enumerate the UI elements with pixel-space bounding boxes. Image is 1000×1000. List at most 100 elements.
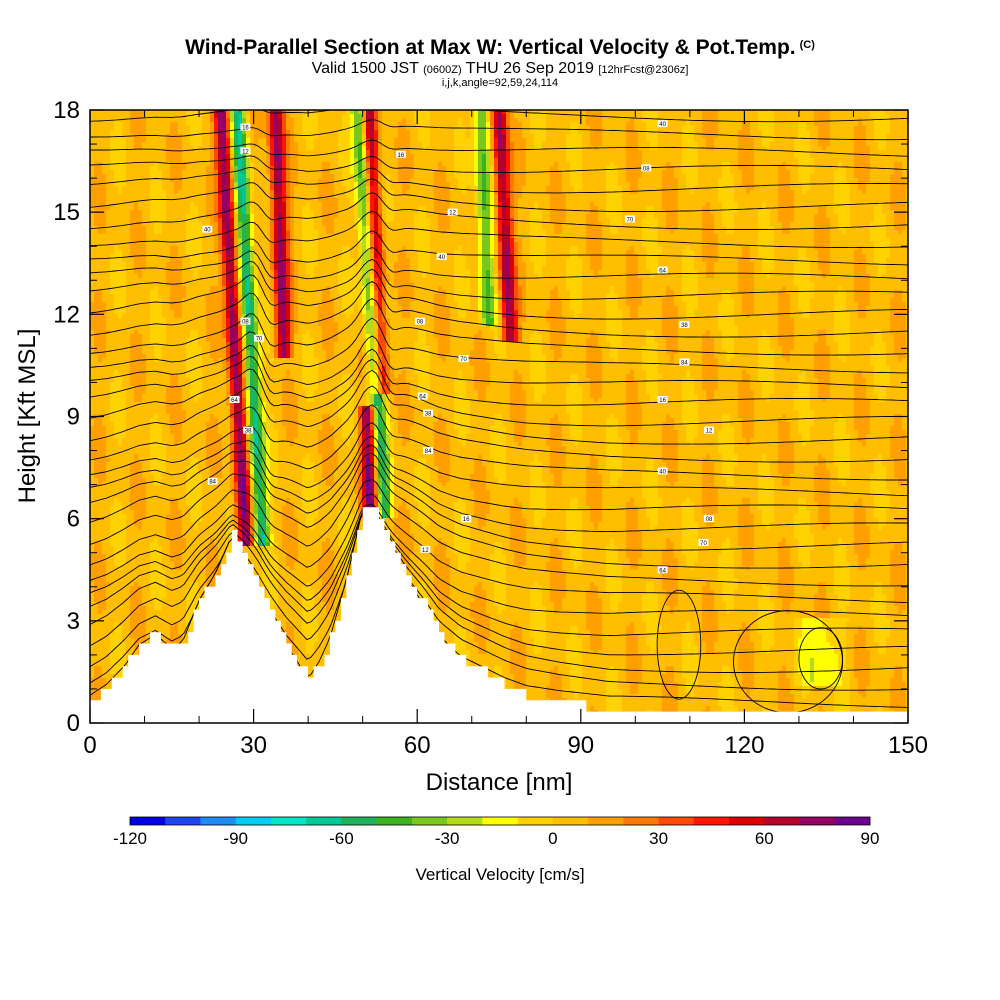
velocity-cell (102, 538, 107, 543)
velocity-cell (118, 522, 123, 527)
velocity-cell (194, 494, 199, 499)
velocity-cell (154, 550, 159, 555)
velocity-cell (182, 486, 187, 491)
velocity-cell (174, 170, 179, 175)
velocity-cell (118, 518, 123, 523)
velocity-cell (130, 586, 135, 591)
velocity-cell (162, 270, 167, 275)
velocity-cell (106, 490, 111, 495)
velocity-cell (110, 230, 115, 235)
velocity-cell (126, 398, 131, 403)
velocity-cell (178, 598, 183, 603)
velocity-cell (134, 326, 139, 331)
velocity-cell (126, 150, 131, 155)
velocity-cell (214, 402, 219, 407)
velocity-cell (178, 554, 183, 559)
velocity-cell (102, 298, 107, 303)
velocity-cell (122, 614, 127, 619)
velocity-cell (102, 226, 107, 231)
velocity-cell (114, 382, 119, 387)
velocity-cell (170, 174, 175, 179)
velocity-cell (158, 378, 163, 383)
velocity-cell (174, 398, 179, 403)
velocity-cell (90, 478, 95, 483)
velocity-cell (174, 578, 179, 583)
velocity-cell (118, 474, 123, 479)
velocity-cell (194, 262, 199, 267)
velocity-cell (186, 534, 191, 539)
velocity-cell (202, 274, 207, 279)
velocity-cell (138, 250, 143, 255)
velocity-cell (122, 510, 127, 515)
velocity-cell (186, 130, 191, 135)
velocity-cell (174, 494, 179, 499)
velocity-cell (106, 638, 111, 643)
velocity-cell (106, 174, 111, 179)
velocity-cell (154, 282, 159, 287)
velocity-cell (94, 562, 99, 567)
velocity-cell (106, 486, 111, 491)
velocity-cell (94, 514, 99, 519)
velocity-cell (210, 242, 215, 247)
velocity-cell (170, 362, 175, 367)
velocity-cell (114, 250, 119, 255)
velocity-cell (114, 434, 119, 439)
velocity-cell (158, 142, 163, 147)
velocity-cell (182, 406, 187, 411)
velocity-cell (90, 234, 95, 239)
velocity-cell (106, 602, 111, 607)
velocity-cell (130, 122, 135, 127)
velocity-cell (218, 118, 223, 123)
velocity-cell (134, 166, 139, 171)
velocity-cell (150, 466, 155, 471)
velocity-cell (114, 226, 119, 231)
velocity-cell (102, 402, 107, 407)
velocity-cell (202, 130, 207, 135)
velocity-cell (126, 534, 131, 539)
velocity-cell (126, 634, 131, 639)
velocity-cell (178, 234, 183, 239)
velocity-cell (214, 510, 219, 515)
velocity-cell (158, 462, 163, 467)
velocity-cell (206, 266, 211, 271)
velocity-cell (134, 358, 139, 363)
velocity-cell (166, 234, 171, 239)
velocity-cell (186, 614, 191, 619)
velocity-cell (102, 138, 107, 143)
velocity-cell (154, 478, 159, 483)
velocity-cell (174, 382, 179, 387)
velocity-cell (146, 534, 151, 539)
velocity-cell (130, 454, 135, 459)
velocity-cell (98, 598, 103, 603)
velocity-cell (98, 546, 103, 551)
velocity-cell (102, 194, 107, 199)
velocity-cell (182, 198, 187, 203)
velocity-cell (162, 626, 167, 631)
velocity-cell (202, 390, 207, 395)
velocity-cell (142, 534, 147, 539)
velocity-cell (162, 218, 167, 223)
velocity-cell (102, 378, 107, 383)
velocity-cell (94, 646, 99, 651)
velocity-cell (190, 218, 195, 223)
velocity-cell (126, 462, 131, 467)
velocity-cell (190, 398, 195, 403)
velocity-cell (126, 626, 131, 631)
velocity-cell (102, 262, 107, 267)
velocity-cell (214, 358, 219, 363)
velocity-cell (90, 522, 95, 527)
velocity-cell (182, 382, 187, 387)
velocity-cell (122, 498, 127, 503)
velocity-cell (158, 154, 163, 159)
velocity-cell (178, 546, 183, 551)
velocity-cell (134, 462, 139, 467)
velocity-cell (98, 602, 103, 607)
velocity-cell (158, 350, 163, 355)
velocity-cell (126, 514, 131, 519)
velocity-cell (118, 402, 123, 407)
velocity-cell (90, 686, 95, 691)
velocity-cell (190, 510, 195, 515)
velocity-cell (182, 478, 187, 483)
velocity-cell (106, 662, 111, 667)
velocity-cell (138, 154, 143, 159)
